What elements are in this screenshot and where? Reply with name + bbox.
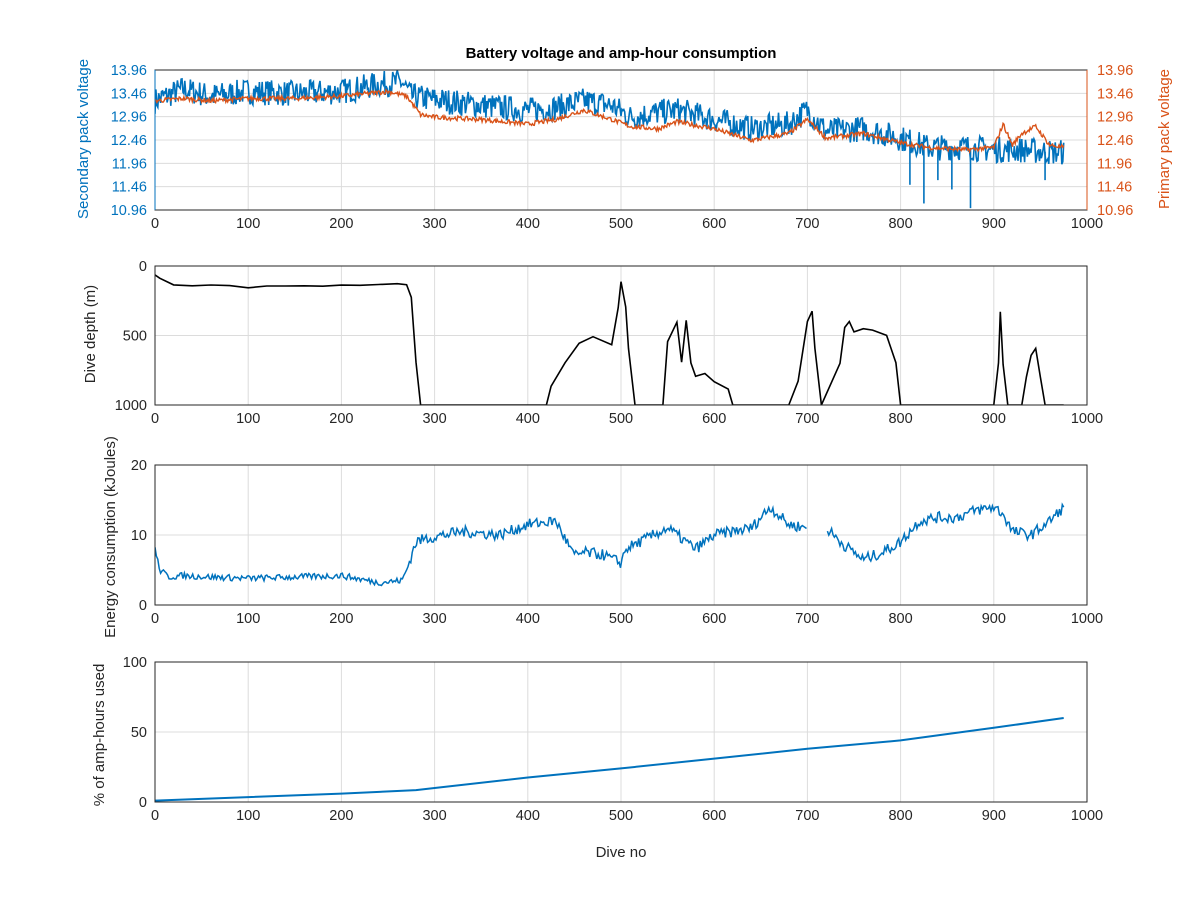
y-tick-label: 11.96 [112, 156, 147, 172]
y-tick-label: 0 [139, 259, 147, 275]
x-tick-label: 200 [329, 411, 353, 427]
series-line-primary-voltage [155, 88, 1065, 155]
series-layer [155, 502, 1065, 587]
y-tick-label: 20 [131, 458, 147, 474]
x-tick-label: 700 [795, 808, 819, 824]
y-tick-label-right: 10.96 [1097, 203, 1133, 219]
x-tick-label: 0 [151, 411, 159, 427]
x-tick-label: 600 [702, 216, 726, 232]
x-tick-label: 600 [702, 611, 726, 627]
y-tick-label-right: 13.46 [1097, 86, 1133, 102]
x-tick-label: 400 [516, 808, 540, 824]
y-tick-label: 11.46 [112, 180, 147, 196]
x-tick-label: 600 [702, 411, 726, 427]
x-tick-label: 800 [888, 411, 912, 427]
x-tick-label: 200 [329, 808, 353, 824]
series-layer [155, 717, 1064, 802]
x-tick-label: 400 [516, 411, 540, 427]
x-tick-label: 800 [888, 808, 912, 824]
y-axis-label-secondary-voltage: Secondary pack voltage [75, 59, 92, 219]
x-tick-label: 500 [609, 611, 633, 627]
y-tick-label-right: 13.96 [1097, 63, 1133, 79]
x-tick-label: 900 [982, 611, 1006, 627]
axes-frame [154, 464, 1088, 606]
series-layer [155, 274, 1064, 405]
x-tick-label: 1000 [1071, 216, 1103, 232]
y-tick-label: 0 [139, 598, 147, 614]
y-axis-label-dive-depth: Dive depth (m) [82, 285, 99, 383]
x-tick-label: 0 [151, 808, 159, 824]
x-tick-label: 200 [329, 216, 353, 232]
y-tick-label: 10.96 [111, 203, 147, 219]
panel-amp-hours: 0 100 200 300 400 500 600 700 800 900 1000 0 50 100 [123, 655, 1103, 824]
y-tick-label: 1000 [115, 398, 147, 414]
y-tick-label: 10 [131, 528, 147, 544]
y-tick-label: 12.46 [111, 133, 147, 149]
y-tick-label: 100 [123, 655, 147, 671]
x-tick-label: 100 [236, 611, 260, 627]
y-tick-label: 500 [123, 329, 147, 345]
x-tick-label: 500 [609, 808, 633, 824]
x-tick-label: 1000 [1071, 611, 1103, 627]
x-tick-label: 500 [609, 411, 633, 427]
x-tick-label: 0 [151, 611, 159, 627]
chart-title: Battery voltage and amp-hour consumption [466, 45, 777, 62]
axes-frame [154, 661, 1088, 803]
y-tick-label-right: 12.96 [1097, 110, 1133, 126]
x-tick-label: 0 [151, 216, 159, 232]
x-tick-label: 400 [516, 216, 540, 232]
x-axis-label-dive-no: Dive no [596, 844, 647, 861]
x-tick-label: 800 [888, 611, 912, 627]
x-tick-label: 900 [982, 216, 1006, 232]
x-tick-label: 300 [422, 216, 446, 232]
x-tick-label: 1000 [1071, 411, 1103, 427]
x-tick-label: 300 [422, 411, 446, 427]
x-tick-label: 200 [329, 611, 353, 627]
y-tick-label-right: 12.46 [1097, 133, 1133, 149]
panel-energy: 0 100 200 300 400 500 600 700 800 900 1000 0 10 20 [131, 458, 1103, 627]
y-tick-label: 13.96 [111, 63, 147, 79]
axes-frame [154, 265, 1088, 406]
y-axis-label-primary-voltage: Primary pack voltage [1156, 69, 1173, 209]
x-tick-label: 700 [795, 216, 819, 232]
x-tick-label: 100 [236, 411, 260, 427]
y-tick-label: 0 [139, 795, 147, 811]
series-line-secondary-voltage [155, 70, 1065, 165]
y-tick-label-right: 11.46 [1097, 180, 1132, 196]
x-tick-label: 800 [888, 216, 912, 232]
x-tick-label: 1000 [1071, 808, 1103, 824]
panel-voltage: 0 100 200 300 400 500 600 700 800 900 100010.9611.… [111, 63, 1134, 232]
x-tick-label: 700 [795, 611, 819, 627]
x-tick-label: 500 [609, 216, 633, 232]
y-tick-label: 12.96 [111, 110, 147, 126]
series-layer [155, 70, 1065, 209]
x-tick-label: 400 [516, 611, 540, 627]
y-tick-label: 13.46 [111, 86, 147, 102]
x-tick-label: 100 [236, 216, 260, 232]
x-tick-label: 700 [795, 411, 819, 427]
x-tick-label: 900 [982, 808, 1006, 824]
x-tick-label: 900 [982, 411, 1006, 427]
y-tick-label: 50 [131, 725, 147, 741]
y-axis-label-amp-hours: % of amp-hours used [91, 664, 108, 807]
series-line-amp-hours [155, 717, 1064, 802]
x-tick-label: 300 [422, 808, 446, 824]
y-tick-label-right: 11.96 [1097, 156, 1132, 172]
y-axis-label-energy: Energy consumption (kJoules) [102, 436, 119, 638]
x-tick-label: 300 [422, 611, 446, 627]
x-tick-label: 100 [236, 808, 260, 824]
series-line-energy [155, 502, 1065, 587]
series-line-dive-depth [155, 274, 1064, 405]
x-tick-label: 600 [702, 808, 726, 824]
